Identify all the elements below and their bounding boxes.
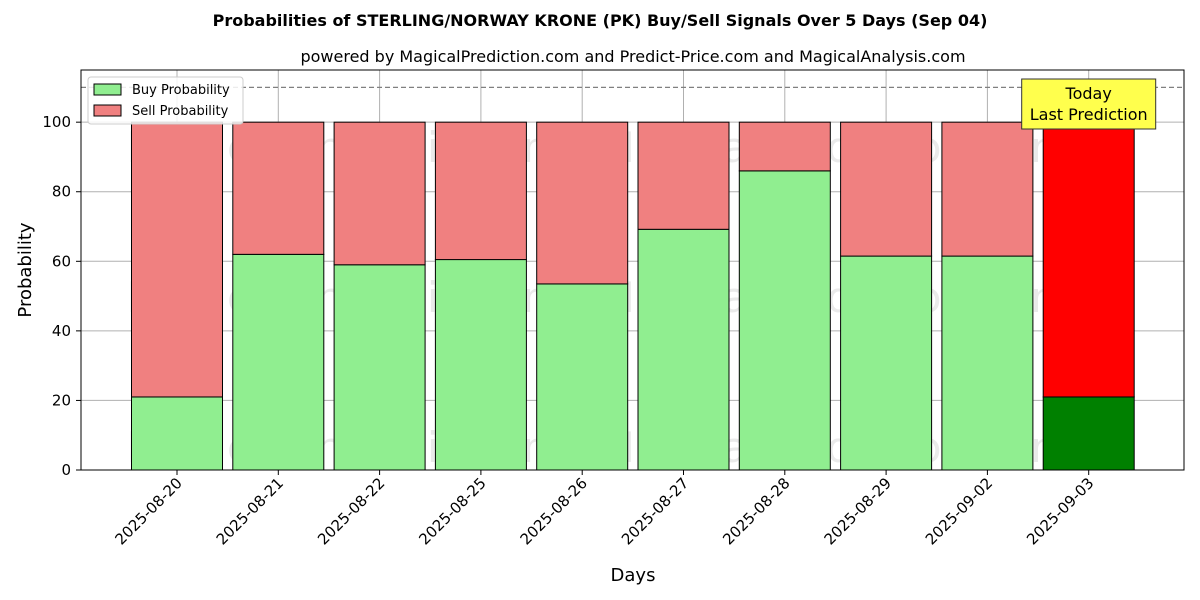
buy-bar [840, 255, 933, 471]
today-annotation: Today Last Prediction [1021, 78, 1157, 130]
x-tick-label: 2025-08-25 [415, 474, 489, 548]
annotation-line: Today [1065, 84, 1112, 103]
legend-label: Buy Probability [132, 83, 230, 98]
y-axis: 0 20 40 60 80 100 [42, 113, 81, 479]
legend-swatch [93, 83, 122, 96]
sell-bar [131, 121, 223, 398]
x-axis: 2025-08-20 2025-08-21 2025-08-22 2025-08-25… [111, 470, 1098, 548]
x-tick-label: 2025-08-28 [719, 474, 793, 548]
bars [131, 121, 1135, 471]
x-tick-label: 2025-08-20 [111, 474, 185, 548]
buy-bar [941, 255, 1034, 471]
sell-bar [536, 121, 629, 285]
plot-frame [80, 69, 1185, 471]
buy-bar [536, 283, 629, 471]
buy-bar [637, 228, 730, 471]
sell-bar [434, 121, 527, 261]
y-tick-label: 80 [52, 183, 71, 201]
buy-bar [738, 170, 831, 471]
y-tick-label: 20 [52, 391, 71, 409]
y-tick-label: 100 [42, 113, 71, 131]
x-tick-label: 2025-08-21 [213, 474, 287, 548]
legend-label: Sell Probability [132, 104, 229, 119]
sell-bar [637, 121, 730, 230]
sell-bar [333, 121, 426, 266]
y-tick-label: 40 [52, 322, 71, 340]
x-tick-label: 2025-08-27 [618, 474, 692, 548]
x-tick-label: 2025-08-29 [821, 474, 895, 548]
sell-bar [232, 121, 325, 255]
annotation-box [1021, 78, 1157, 130]
buy-bar [333, 264, 426, 471]
x-tick-label: 2025-08-22 [314, 474, 388, 548]
chart-title: Probabilities of STERLING/NORWAY KRONE (… [213, 11, 988, 30]
x-tick-label: 2025-09-03 [1023, 474, 1097, 548]
y-tick-label: 0 [61, 461, 71, 479]
y-axis-label: Probability [15, 222, 36, 317]
sell-bar [1042, 121, 1135, 398]
chart-subtitle: powered by MagicalPrediction.com and Pre… [300, 47, 965, 66]
x-tick-label: 2025-08-26 [517, 474, 591, 548]
sell-bar [840, 121, 933, 257]
legend: Buy Probability Sell Probability [87, 76, 244, 125]
x-tick-label: 2025-09-02 [922, 474, 996, 548]
legend-box [87, 76, 244, 125]
buy-bar [434, 259, 527, 471]
x-axis-label: Days [611, 565, 656, 586]
sell-bar [738, 121, 831, 172]
annotation-line: Last Prediction [1030, 105, 1148, 124]
buy-bar [1042, 396, 1135, 471]
buy-bar [131, 396, 223, 471]
y-tick-label: 60 [52, 252, 71, 270]
legend-swatch [93, 104, 122, 117]
sell-bar [941, 121, 1034, 257]
buy-bar [232, 253, 325, 471]
